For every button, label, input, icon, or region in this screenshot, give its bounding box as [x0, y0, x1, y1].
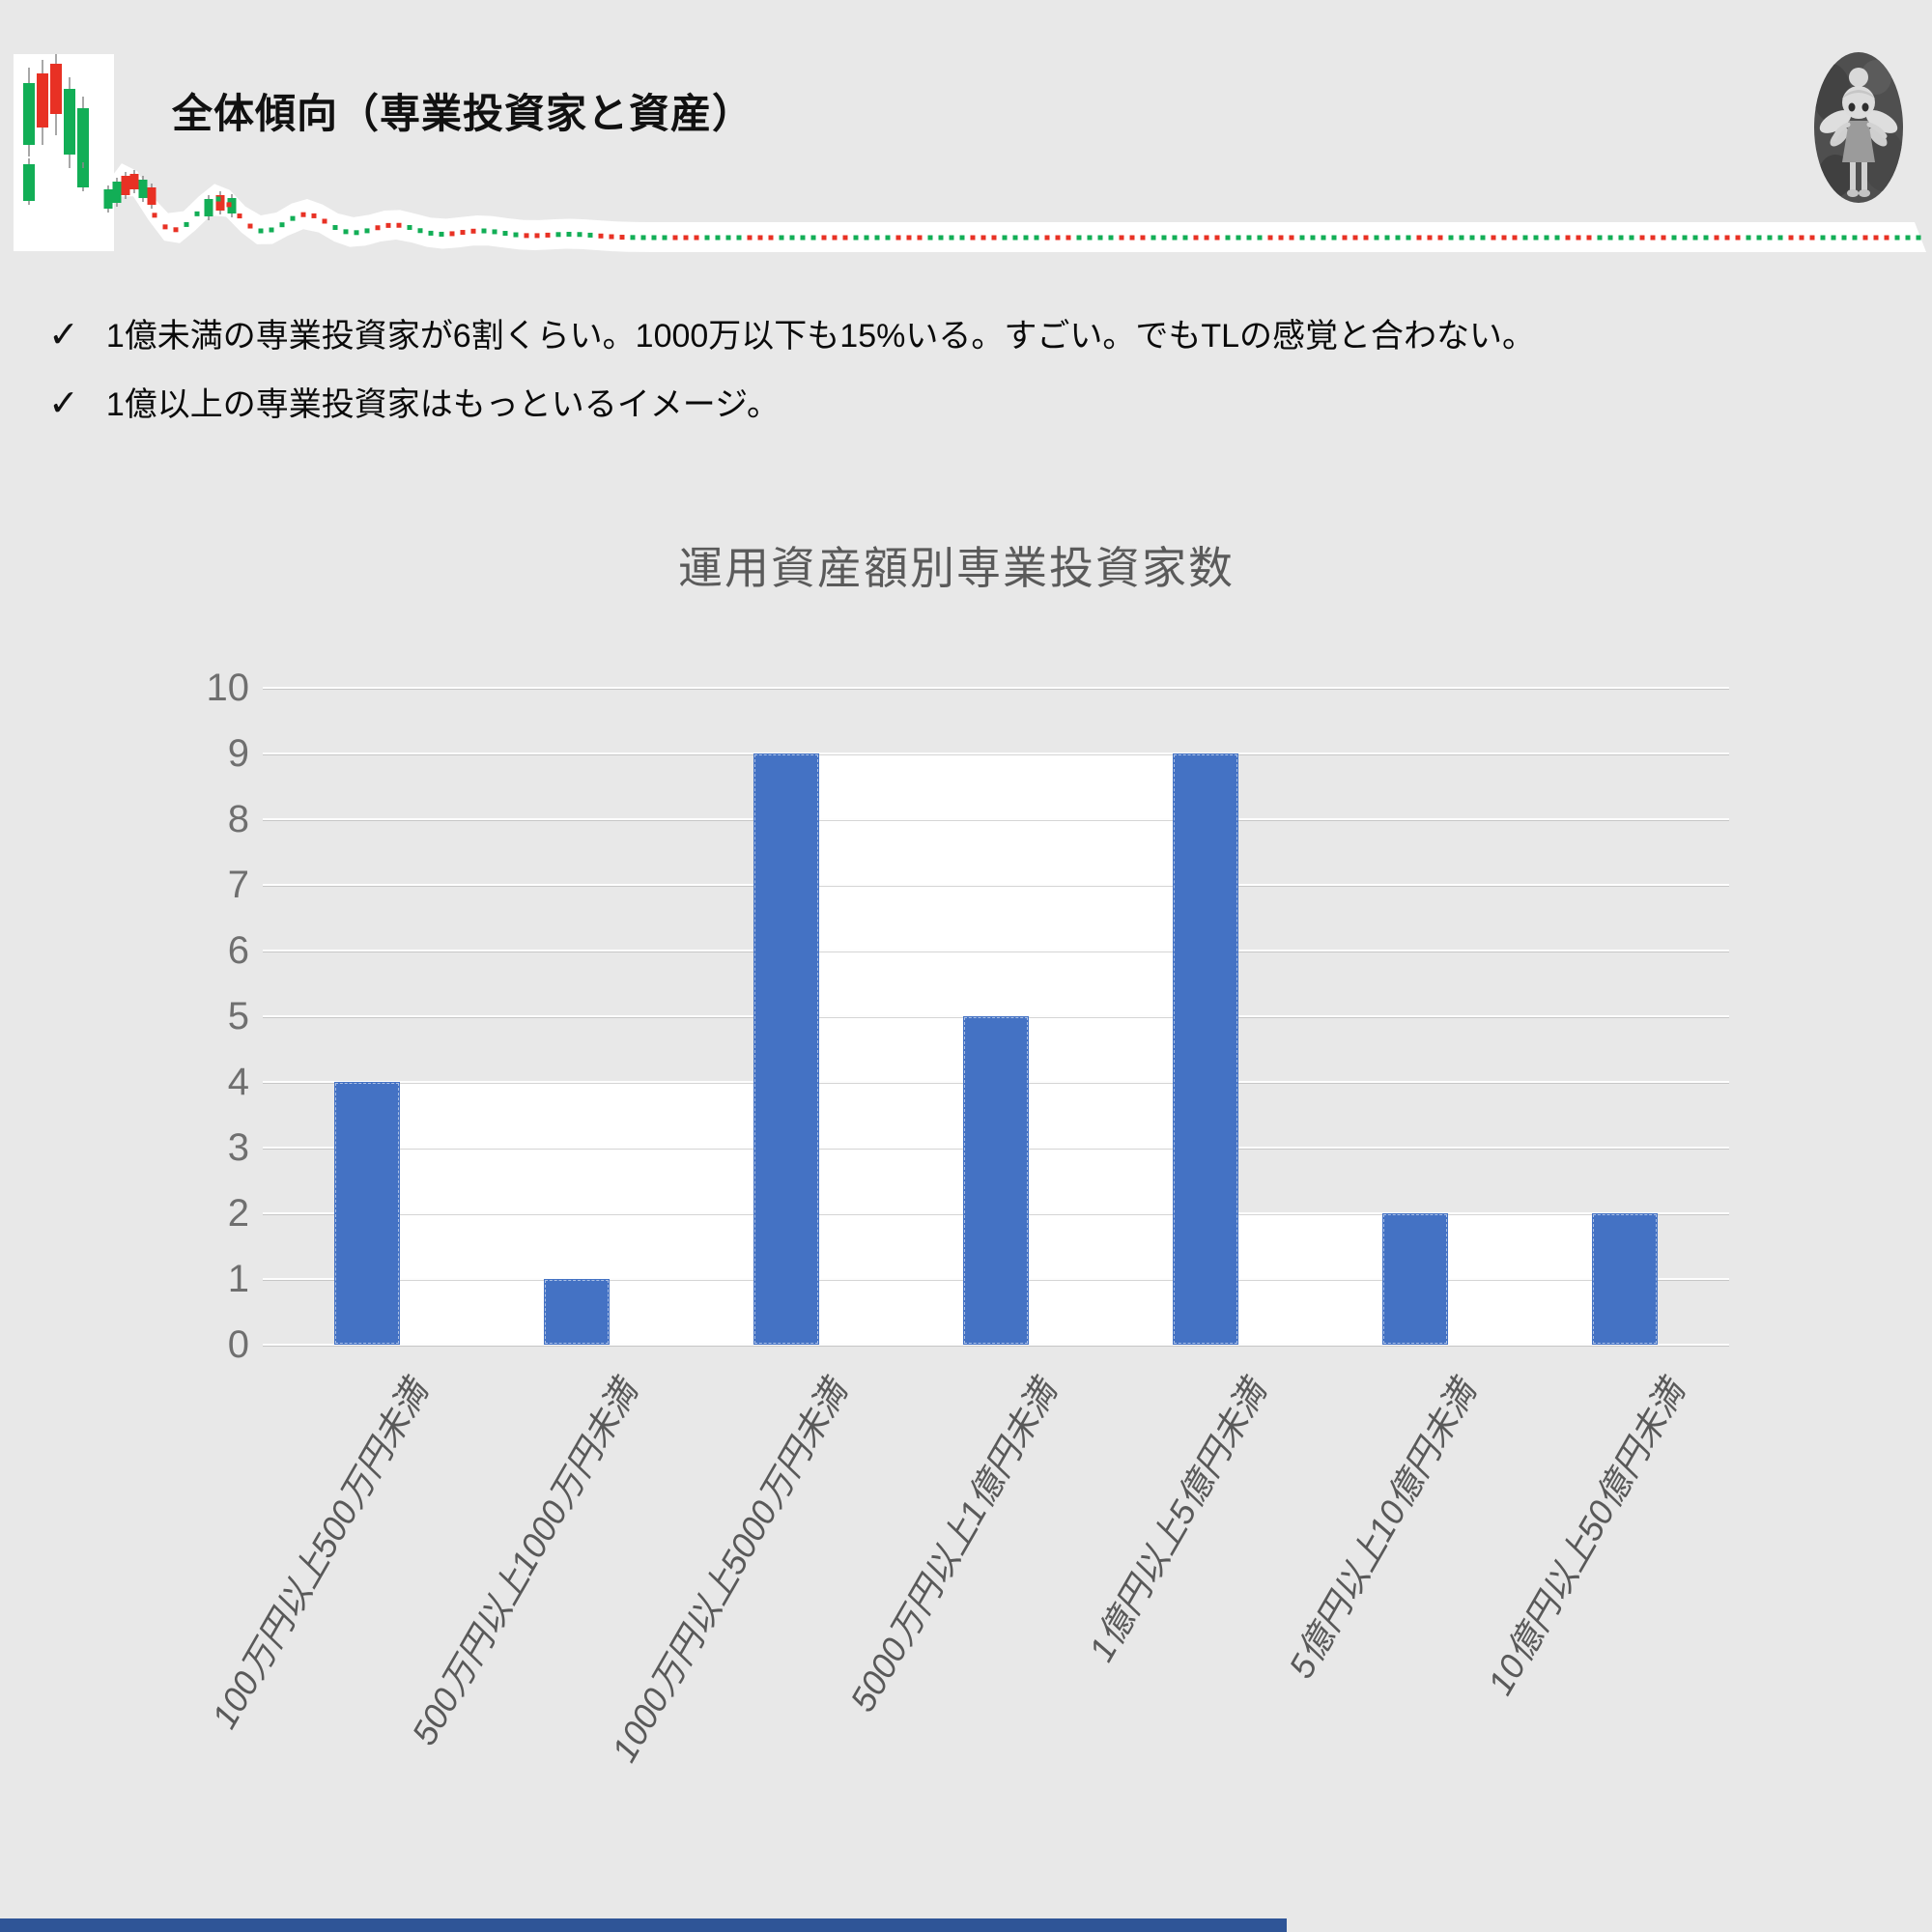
gridline	[263, 687, 1729, 689]
y-tick-label: 7	[227, 864, 249, 906]
note-text: 1億以上の専業投資家はもっといるイメージ。	[105, 386, 781, 423]
checkmark-icon: ✓	[48, 315, 79, 355]
y-tick-label: 6	[227, 929, 249, 972]
candlestick-chart-decoration	[14, 54, 1926, 252]
bar	[1591, 1213, 1658, 1345]
y-tick-label: 8	[227, 798, 249, 840]
checkmark-icon: ✓	[48, 384, 79, 424]
gridline	[263, 884, 1729, 886]
x-category-label: 1億円以上5億円未満	[1080, 1374, 1274, 1668]
y-tick-label: 1	[227, 1258, 249, 1300]
x-category-label: 5億円以上10億円未満	[1280, 1374, 1484, 1685]
chart-title: 運用資産額別専業投資家数	[678, 543, 1235, 593]
footer-accent-bar	[0, 1918, 1287, 1932]
bar	[963, 1016, 1029, 1345]
y-tick-label: 5	[227, 995, 249, 1037]
gridline	[263, 753, 1729, 754]
x-category-label: 5000万円以上1億円未満	[841, 1374, 1065, 1719]
y-tick-label: 2	[227, 1192, 249, 1235]
gridline	[263, 818, 1729, 820]
x-category-label: 100万円以上500万円未満	[204, 1374, 436, 1735]
avatar	[1814, 52, 1903, 203]
notes: ✓ 1億未満の専業投資家が6割くらい。1000万以下も15%いる。すごい。でもT…	[48, 309, 1535, 446]
x-category-label: 1000万円以上5000万円未満	[603, 1374, 855, 1769]
fairy-figurine-image	[1814, 52, 1903, 203]
bar	[753, 753, 820, 1345]
x-category-label: 500万円以上1000万円未満	[404, 1374, 645, 1752]
bar	[1381, 1213, 1448, 1345]
note-line: ✓ 1億以上の専業投資家はもっといるイメージ。	[48, 378, 1535, 425]
bar	[544, 1279, 611, 1345]
bar	[334, 1082, 401, 1345]
slide-title: 全体傾向（専業投資家と資産）	[172, 91, 754, 136]
x-category-label: 10億円以上50億円未満	[1480, 1374, 1693, 1702]
bar	[1172, 753, 1238, 1345]
note-line: ✓ 1億未満の専業投資家が6割くらい。1000万以下も15%いる。すごい。でもT…	[48, 309, 1535, 356]
note-text: 1億未満の専業投資家が6割くらい。1000万以下も15%いる。すごい。でもTLの…	[105, 318, 1536, 355]
gridline	[263, 950, 1729, 952]
y-tick-label: 4	[227, 1061, 249, 1103]
y-tick-label: 0	[227, 1323, 249, 1366]
y-tick-label: 3	[227, 1126, 249, 1169]
y-tick-label: 10	[206, 667, 250, 709]
gridline	[263, 1344, 1729, 1346]
y-tick-label: 9	[227, 732, 249, 775]
